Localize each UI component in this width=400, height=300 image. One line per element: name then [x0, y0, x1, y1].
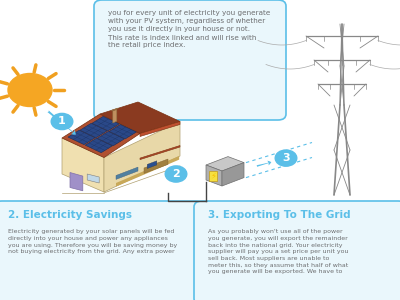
- Polygon shape: [62, 114, 140, 158]
- Polygon shape: [104, 122, 180, 192]
- Polygon shape: [206, 165, 222, 186]
- Polygon shape: [70, 172, 83, 191]
- Polygon shape: [109, 124, 136, 139]
- FancyBboxPatch shape: [194, 201, 400, 300]
- Text: 3: 3: [282, 153, 290, 163]
- Polygon shape: [80, 123, 107, 138]
- Text: ⚡: ⚡: [210, 172, 216, 181]
- Polygon shape: [85, 138, 112, 153]
- Polygon shape: [116, 167, 138, 179]
- Text: you for every unit of electricity you generate
with your PV system, regardless o: you for every unit of electricity you ge…: [108, 11, 270, 49]
- Polygon shape: [97, 131, 124, 146]
- Text: Electricity generated by your solar panels will be fed
directly into your house : Electricity generated by your solar pane…: [8, 230, 177, 254]
- Polygon shape: [147, 161, 157, 169]
- Text: 2: 2: [172, 169, 180, 179]
- Polygon shape: [113, 110, 117, 123]
- Circle shape: [8, 74, 52, 106]
- Circle shape: [51, 113, 73, 130]
- Text: 2. Electricity Savings: 2. Electricity Savings: [8, 210, 132, 220]
- Circle shape: [165, 166, 187, 182]
- Polygon shape: [68, 130, 95, 145]
- Polygon shape: [92, 116, 119, 131]
- Text: 3. Exporting To The Grid: 3. Exporting To The Grid: [208, 210, 351, 220]
- Text: 1: 1: [58, 116, 66, 127]
- Polygon shape: [100, 102, 180, 134]
- Polygon shape: [144, 159, 168, 173]
- Polygon shape: [222, 163, 244, 186]
- Text: As you probably won't use all of the power
you generate, you will export the rem: As you probably won't use all of the pow…: [208, 230, 348, 274]
- Polygon shape: [140, 122, 180, 136]
- FancyBboxPatch shape: [0, 201, 204, 300]
- Polygon shape: [62, 138, 104, 192]
- Circle shape: [275, 150, 297, 166]
- FancyBboxPatch shape: [94, 0, 286, 120]
- Polygon shape: [206, 157, 244, 171]
- Polygon shape: [87, 174, 99, 183]
- Polygon shape: [116, 156, 179, 187]
- Polygon shape: [140, 146, 180, 160]
- Polygon shape: [112, 108, 118, 111]
